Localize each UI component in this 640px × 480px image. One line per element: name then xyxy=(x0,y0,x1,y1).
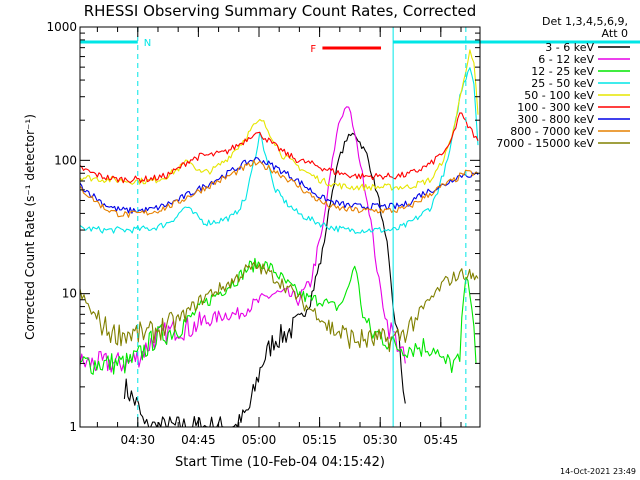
night-label: N xyxy=(144,38,151,49)
legend-label-4: 50 - 100 keV xyxy=(524,89,594,102)
x-tick-label-0: 04:30 xyxy=(120,433,155,447)
x-axis-label: Start Time (10-Feb-04 04:15:42) xyxy=(175,455,385,470)
legend-label-2: 12 - 25 keV xyxy=(531,65,594,78)
series-line-6 xyxy=(80,156,479,214)
x-tick-label-4: 05:30 xyxy=(363,433,398,447)
series-line-2 xyxy=(80,257,477,375)
flare-label: F xyxy=(310,44,316,55)
series-line-5 xyxy=(80,112,479,184)
series-line-7 xyxy=(80,159,479,218)
legend-label-3: 25 - 50 keV xyxy=(531,77,594,90)
x-tick-label-3: 05:15 xyxy=(302,433,337,447)
legend-label-0: 3 - 6 keV xyxy=(545,41,594,54)
series-line-8 xyxy=(80,261,479,353)
legend-label-1: 6 - 12 keV xyxy=(538,53,594,66)
plot-frame xyxy=(79,26,481,428)
x-tick-label-1: 04:45 xyxy=(181,433,216,447)
y-tick-label-3: 1000 xyxy=(46,20,77,34)
legend-label-8: 7000 - 15000 keV xyxy=(496,137,594,150)
legend-label-6: 300 - 800 keV xyxy=(517,113,594,126)
y-axis-label: Corrected Count Rate (s⁻¹ detector⁻¹) xyxy=(23,114,37,340)
legend-label-7: 800 - 7000 keV xyxy=(510,125,594,138)
x-tick-label-5: 05:45 xyxy=(424,433,459,447)
y-axis-ticks: 1 10 100 1000 xyxy=(46,20,480,434)
series-line-3 xyxy=(80,67,479,234)
x-tick-label-2: 05:00 xyxy=(242,433,277,447)
legend-header-line-1: Det 1,3,4,5,6,9, xyxy=(542,15,628,28)
chart-title: RHESSI Observing Summary Count Rates, Co… xyxy=(84,2,477,20)
y-tick-label-2: 100 xyxy=(54,153,77,167)
series-line-0 xyxy=(123,132,406,427)
x-axis-ticks: 04:30 04:45 05:00 05:15 05:30 05:45 xyxy=(96,27,462,447)
y-tick-label-0: 1 xyxy=(69,420,77,434)
legend-header-line-2: Att 0 xyxy=(602,27,628,40)
footer-timestamp: 14-Oct-2021 23:49 xyxy=(560,467,636,476)
period-markers: NF xyxy=(80,27,640,427)
y-tick-label-1: 10 xyxy=(62,287,77,301)
series-lines xyxy=(80,49,479,427)
legend-label-5: 100 - 300 keV xyxy=(517,101,594,114)
